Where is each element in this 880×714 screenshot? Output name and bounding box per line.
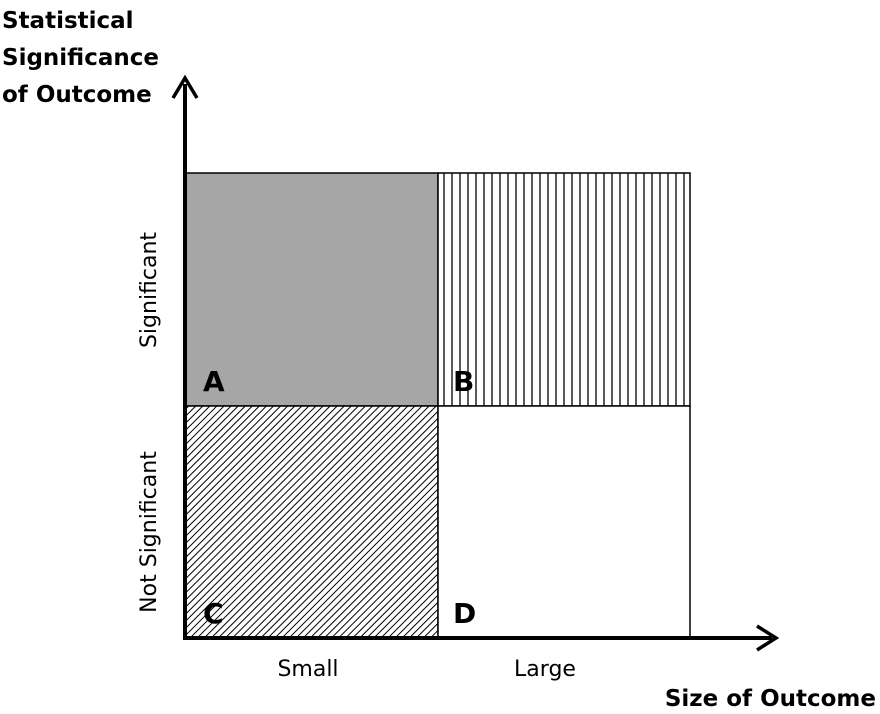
x-axis-arrow (756, 624, 780, 652)
quadrant-d (437, 405, 691, 639)
y-axis-arrow (171, 74, 199, 99)
x-axis-title: Size of Outcome (665, 686, 876, 712)
y-axis-title: Statistical (2, 8, 134, 34)
x-category-label: Large (514, 657, 576, 682)
y-axis-title: Significance (2, 45, 159, 71)
quadrant-label: A (203, 365, 225, 398)
quadrant-label: D (453, 597, 476, 630)
y-axis-title: of Outcome (2, 82, 152, 108)
quadrant-b (437, 172, 691, 407)
y-category-label: Significant (137, 232, 162, 348)
quadrant-label: C (203, 597, 224, 630)
y-category-label: Not Significant (137, 451, 162, 613)
x-category-label: Small (277, 657, 338, 682)
quadrant-a (184, 172, 439, 407)
quadrant-c (184, 405, 439, 639)
quadrant-label: B (453, 365, 474, 398)
